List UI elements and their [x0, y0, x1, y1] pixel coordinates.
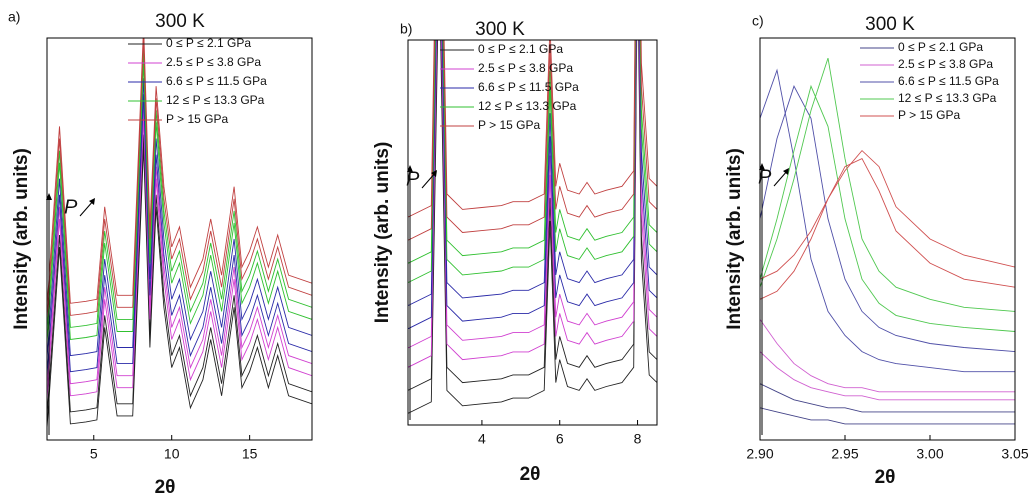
legend-label: 12 ≤ P ≤ 13.3 GPa [166, 93, 265, 107]
trace [47, 118, 312, 400]
legend-label: 12 ≤ P ≤ 13.3 GPa [478, 99, 577, 113]
chart-title: 300 K [475, 19, 525, 40]
trace [47, 62, 312, 344]
chart-title: 300 K [155, 11, 205, 32]
x-axis-label: 2θ [155, 477, 176, 498]
trace [47, 50, 312, 332]
panel-label: a) [8, 9, 20, 25]
arrow-head [759, 163, 765, 170]
arrow-head [431, 170, 437, 177]
plot-area [47, 38, 312, 428]
trace [760, 383, 1015, 413]
trace [760, 57, 1015, 312]
arrow-head [783, 168, 789, 175]
x-tick-label: 3.05 [1001, 446, 1028, 462]
plot-area [760, 57, 1015, 425]
annotation: P [64, 196, 78, 218]
legend-label: 2.5 ≤ P ≤ 3.8 GPa [898, 57, 993, 71]
x-axis-label: 2θ [520, 464, 541, 485]
chart-title: 300 K [865, 14, 915, 35]
y-axis-label: Intensity (arb. units) [372, 142, 393, 324]
trace [760, 351, 1015, 401]
trace [760, 149, 1015, 280]
x-tick-label: 3.00 [916, 446, 943, 462]
trace [760, 84, 1015, 332]
arrow-head [407, 165, 413, 172]
trace [760, 68, 1015, 373]
arrow-head [89, 198, 95, 205]
panel-label: b) [400, 21, 412, 37]
panel-label: c) [752, 13, 764, 29]
trace [408, 40, 657, 218]
annotation: P [758, 166, 772, 188]
legend-label: 0 ≤ P ≤ 2.1 GPa [166, 36, 251, 50]
trace [47, 94, 312, 376]
legend-label: P > 15 GPa [898, 108, 960, 122]
trace [47, 106, 312, 388]
legend-label: P > 15 GPa [166, 112, 228, 126]
x-tick-label: 8 [634, 431, 642, 447]
axes-frame [46, 37, 313, 441]
y-axis-label: Intensity (arb. units) [724, 148, 745, 330]
trace [47, 78, 312, 360]
x-axis-label: 2θ [875, 467, 896, 488]
x-tick-label: 6 [556, 431, 564, 447]
trace [47, 134, 312, 416]
axes-frame [759, 37, 1016, 441]
axes-frame [407, 39, 658, 426]
legend-label: 2.5 ≤ P ≤ 3.8 GPa [166, 55, 261, 69]
trace [47, 38, 312, 308]
legend-label: 0 ≤ P ≤ 2.1 GPa [898, 40, 983, 54]
legend-label: 12 ≤ P ≤ 13.3 GPa [898, 91, 997, 105]
trace [760, 85, 1015, 353]
legend-label: 6.6 ≤ P ≤ 11.5 GPa [166, 74, 267, 88]
trace [760, 407, 1015, 425]
trace [47, 38, 312, 320]
x-tick-label: 5 [90, 446, 98, 462]
trace [760, 319, 1015, 393]
x-tick-label: 2.90 [746, 446, 773, 462]
arrow-head [46, 193, 52, 200]
trace [760, 158, 1015, 300]
x-tick-label: 15 [242, 446, 258, 462]
legend-label: 6.6 ≤ P ≤ 11.5 GPa [478, 80, 579, 94]
x-tick-label: 4 [478, 431, 486, 447]
annotation: P [406, 168, 420, 190]
trace [47, 146, 312, 428]
legend-label: 0 ≤ P ≤ 2.1 GPa [478, 42, 563, 56]
legend-label: 2.5 ≤ P ≤ 3.8 GPa [478, 61, 573, 75]
y-axis-label: Intensity (arb. units) [11, 148, 32, 330]
x-tick-label: 2.95 [831, 446, 858, 462]
legend-label: 6.6 ≤ P ≤ 11.5 GPa [898, 74, 999, 88]
plot-area [408, 40, 657, 414]
x-tick-label: 10 [164, 446, 180, 462]
legend-label: P > 15 GPa [478, 118, 540, 132]
